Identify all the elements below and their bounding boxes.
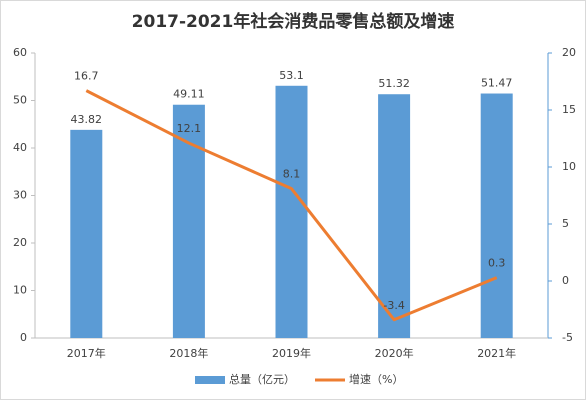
y2-tick-label: 20 — [562, 46, 576, 59]
y-tick-label: 30 — [13, 189, 27, 202]
bar-label: 51.32 — [378, 77, 410, 90]
bar-label: 43.82 — [71, 113, 103, 126]
line-label: 16.7 — [74, 70, 99, 83]
line-label: -3.4 — [383, 299, 404, 312]
chart-title: 2017-2021年社会消费品零售总额及增速 — [132, 11, 455, 32]
line-label: 8.1 — [283, 168, 301, 181]
x-tick-label: 2019年 — [272, 346, 311, 360]
bar-label: 51.47 — [481, 77, 513, 90]
bar-label: 49.11 — [173, 88, 205, 101]
bar — [172, 104, 205, 338]
y-tick-label: 10 — [13, 284, 27, 297]
y-tick-label: 50 — [13, 94, 27, 107]
line — [85, 89, 498, 322]
bar — [378, 94, 411, 338]
x-tick-label: 2020年 — [375, 346, 414, 360]
x-tick-label: 2017年 — [67, 346, 106, 360]
line-label: 0.3 — [488, 257, 506, 270]
x-tick-label: 2018年 — [169, 346, 208, 360]
y2-tick-label: 0 — [562, 274, 569, 287]
y-tick-label: 60 — [13, 46, 27, 59]
y2-tick-label: 15 — [562, 103, 576, 116]
bar — [275, 85, 308, 339]
y2-tick-label: -5 — [562, 331, 573, 344]
legend-label: 增速（%） — [349, 372, 403, 386]
y-tick-label: 20 — [13, 236, 27, 249]
legend-swatch — [195, 376, 225, 384]
y-tick-label: 0 — [20, 331, 27, 344]
legend-label: 总量（亿元） — [229, 372, 295, 386]
y2-tick-label: 5 — [562, 217, 569, 230]
y2-tick-label: 10 — [562, 160, 576, 173]
bar — [70, 129, 103, 338]
y-tick-label: 40 — [13, 141, 27, 154]
x-tick-label: 2021年 — [477, 346, 516, 360]
bar-label: 53.1 — [279, 69, 304, 82]
bar — [480, 93, 513, 338]
line-label: 12.1 — [177, 122, 202, 135]
